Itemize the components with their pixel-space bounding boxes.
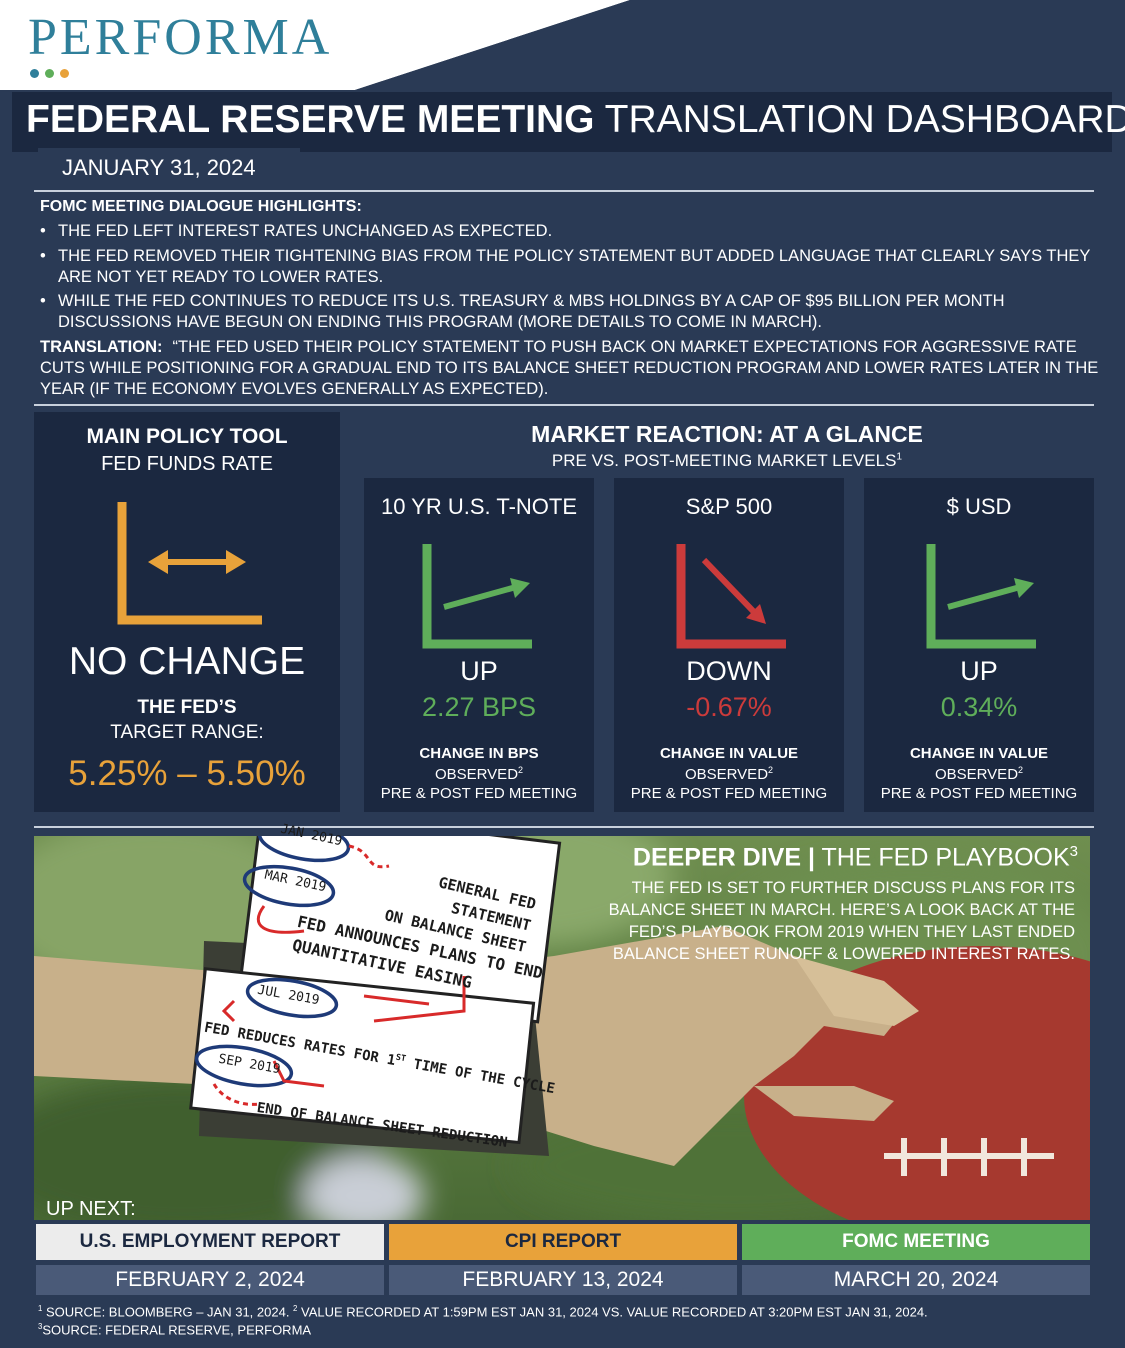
card-label-2: PRE & POST FED MEETING: [630, 785, 828, 802]
card-label: OBSERVED2: [864, 765, 1094, 783]
event-date: FEBRUARY 2, 2024: [36, 1265, 384, 1295]
translation-label: TRANSLATION:: [40, 338, 163, 356]
card-label-bold: CHANGE IN VALUE: [909, 745, 1049, 762]
bullet-text: THE FED LEFT INTEREST RATES UNCHANGED AS…: [58, 222, 553, 240]
event-date: FEBRUARY 13, 2024: [389, 1265, 737, 1295]
range-label: TARGET RANGE:: [110, 722, 264, 743]
card-title: 10 YR U.S. T-NOTE: [380, 494, 578, 519]
footnote-ref: 3: [1069, 843, 1078, 860]
page-title-light: TRANSLATION DASHBOARD: [604, 98, 1125, 141]
bullet-text: THE FED REMOVED THEIR TIGHTENING BIAS FR…: [58, 247, 1091, 286]
translation-text: “THE FED USED THEIR POLICY STATEMENT TO …: [40, 338, 1099, 398]
bullet-text: WHILE THE FED CONTINUES TO REDUCE ITS U.…: [58, 292, 1005, 331]
card-label-2: PRE & POST FED MEETING: [880, 785, 1078, 802]
card-direction: UP: [460, 656, 498, 686]
card-label-bold: CHANGE IN BPS: [419, 745, 539, 762]
footnote-text: VALUE RECORDED AT 1:59PM EST JAN 31, 202…: [297, 1304, 928, 1320]
policy-heading: MAIN POLICY TOOL: [86, 425, 288, 448]
card-title: S&P 500: [685, 494, 773, 519]
card-value: 2.27 BPS: [421, 692, 537, 722]
footnote-text: SOURCE: FEDERAL RESERVE, PERFORMA: [42, 1322, 312, 1338]
footnote-ref: 2: [1018, 765, 1024, 775]
page-title: FEDERAL RESERVE MEETING TRANSLATION DASH…: [26, 98, 1125, 142]
up-next-label: UP NEXT:: [46, 1198, 136, 1220]
event-fomc-meeting: FOMC MEETING: [742, 1224, 1090, 1260]
policy-panel: [34, 412, 340, 812]
date-tab: [38, 148, 300, 186]
page-title-bold: FEDERAL RESERVE MEETING: [26, 98, 595, 141]
card-label: OBSERVED2: [364, 765, 594, 783]
card-label-bold: CHANGE IN VALUE: [659, 745, 799, 762]
footnote-ref: 2: [768, 765, 774, 775]
card-value: -0.67%: [686, 692, 772, 722]
highlight-bullet: • THE FED LEFT INTEREST RATES UNCHANGED A…: [40, 222, 553, 240]
card-label-text: OBSERVED: [434, 766, 519, 783]
footnote-number: 3: [38, 1322, 43, 1331]
market-subheading: PRE VS. POST-MEETING MARKET LEVELS1: [362, 451, 1092, 471]
meeting-date: JANUARY 31, 2024: [62, 155, 256, 180]
deeper-dive-title: DEEPER DIVE | THE FED PLAYBOOK3: [600, 843, 1078, 872]
deeper-dive-text: THE FED IS SET TO FURTHER DISCUSS PLANS …: [608, 879, 1075, 963]
divider: [34, 404, 1094, 406]
performa-logo[interactable]: PERFORMA: [28, 9, 333, 66]
footnote-1: 1 SOURCE: BLOOMBERG – JAN 31, 2024. 2 VA…: [38, 1304, 928, 1319]
logo-dot-blue: [30, 69, 39, 78]
title-bar: [12, 92, 1112, 152]
card-label-2: PRE & POST FED MEETING: [380, 785, 578, 802]
playbook-text: ST: [395, 1051, 407, 1064]
event-employment-report: U.S. EMPLOYMENT REPORT: [36, 1224, 384, 1260]
footnote-text: SOURCE: BLOOMBERG – JAN 31, 2024.: [42, 1304, 294, 1320]
policy-subheading: FED FUNDS RATE: [101, 453, 273, 475]
footnote-number: 1: [38, 1304, 43, 1313]
header-banner: [0, 0, 1125, 90]
footnote-3: 3SOURCE: FEDERAL RESERVE, PERFORMA: [38, 1322, 311, 1337]
card-value: 0.34%: [940, 692, 1018, 722]
card-title: $ USD: [946, 494, 1012, 519]
event-cpi-report: CPI REPORT: [389, 1224, 737, 1260]
divider: [34, 190, 1094, 192]
divider: [34, 826, 1094, 828]
footnote-ref: 1: [896, 451, 903, 463]
card-label-text: OBSERVED: [934, 766, 1019, 783]
playbook-illustration: [34, 836, 1090, 1220]
range-label-bold: THE FED’S: [137, 697, 237, 718]
logo-dot-green: [45, 69, 54, 78]
trend-up-icon: [926, 544, 1036, 649]
footnote-ref: 2: [518, 765, 524, 775]
card-label-text: OBSERVED: [684, 766, 769, 783]
policy-status: NO CHANGE: [68, 640, 306, 683]
logo-dot-orange: [60, 69, 69, 78]
deeper-dive-title-light: THE FED PLAYBOOK: [821, 843, 1070, 872]
translation-paragraph: TRANSLATION: “THE FED USED THEIR POLICY S…: [40, 337, 1105, 400]
market-subheading-text: PRE VS. POST-MEETING MARKET LEVELS: [551, 451, 897, 470]
card-label: OBSERVED2: [614, 765, 844, 783]
event-date: MARCH 20, 2024: [742, 1265, 1090, 1295]
market-heading: MARKET REACTION: AT A GLANCE: [531, 421, 923, 447]
deeper-dive-title-bold: DEEPER DIVE |: [632, 843, 815, 872]
card-direction: UP: [960, 656, 998, 686]
highlight-bullet: • THE FED REMOVED THEIR TIGHTENING BIAS F…: [40, 246, 1100, 288]
card-direction: DOWN: [686, 656, 772, 686]
target-range-value: 5.25% – 5.50%: [68, 754, 306, 793]
no-change-arrow-icon: [117, 502, 262, 625]
highlights-heading: FOMC MEETING DIALOGUE HIGHLIGHTS:: [40, 198, 362, 215]
highlight-bullet: • WHILE THE FED CONTINUES TO REDUCE ITS U…: [40, 291, 1100, 333]
footnote-number: 2: [293, 1304, 298, 1313]
trend-down-icon: [676, 544, 786, 649]
trend-up-icon: [422, 544, 532, 649]
